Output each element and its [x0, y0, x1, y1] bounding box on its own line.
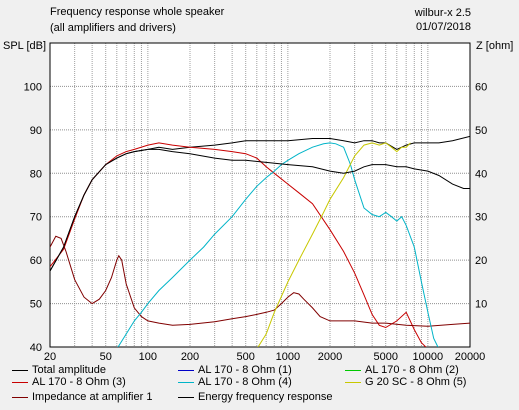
x-tick-label: 200 — [181, 351, 199, 363]
y-tick-label: 70 — [30, 212, 42, 224]
y-tick-label: 60 — [30, 255, 42, 267]
legend-swatch — [345, 382, 361, 383]
x-tick-label: 500 — [237, 351, 255, 363]
x-tick-label: 1000 — [276, 351, 300, 363]
legend-swatch — [178, 382, 194, 383]
x-tick-label: 5000 — [373, 351, 397, 363]
x-tick-label: 100 — [139, 351, 157, 363]
legend-swatch — [12, 370, 28, 371]
legend-label: Impedance at amplifier 1 — [32, 391, 153, 403]
legend-swatch — [178, 370, 194, 371]
x-tick-label: 20000 — [455, 351, 486, 363]
series-line — [257, 142, 411, 347]
chart-date: 01/07/2018 — [415, 21, 471, 33]
y2-tick-label: 10 — [475, 299, 487, 311]
x-tick-label: 20 — [44, 351, 56, 363]
y-tick-label: 40 — [30, 342, 42, 354]
legend-label: G 20 SC - 8 Ohm (5) — [365, 376, 467, 388]
series-line — [50, 235, 470, 327]
y2-tick-label: 50 — [475, 125, 487, 137]
y-tick-label: 100 — [24, 81, 42, 93]
x-tick-label: 2000 — [318, 351, 342, 363]
legend-label: AL 170 - 8 Ohm (3) — [32, 376, 126, 388]
chart-title: Frequency response whole speaker — [50, 6, 225, 18]
y2-tick-label: 30 — [475, 212, 487, 224]
app-version: wilbur-x 2.5 — [414, 7, 471, 19]
y2-tick-label: 40 — [475, 168, 487, 180]
legend-swatch — [12, 382, 28, 383]
series-line — [50, 148, 470, 272]
y-tick-label: 80 — [30, 168, 42, 180]
series-line — [50, 142, 427, 347]
y-tick-label: 90 — [30, 125, 42, 137]
y-tick-label: 50 — [30, 299, 42, 311]
x-tick-label: 10000 — [413, 351, 444, 363]
x-tick-label: 50 — [100, 351, 112, 363]
legend-swatch — [12, 397, 28, 398]
legend-label: AL 170 - 8 Ohm (2) — [365, 364, 459, 376]
legend-swatch — [178, 397, 194, 398]
legend-label: AL 170 - 8 Ohm (4) — [198, 376, 292, 388]
legend-label: Total amplitude — [32, 364, 106, 376]
y2-tick-label: 60 — [475, 81, 487, 93]
legend-swatch — [345, 370, 361, 371]
series-line — [117, 142, 439, 347]
y2-axis-label: Z [ohm] — [476, 40, 514, 52]
y2-tick-label: 20 — [475, 255, 487, 267]
chart-subtitle: (all amplifiers and drivers) — [50, 22, 176, 34]
plot-frame — [49, 42, 471, 348]
y-axis-label: SPL [dB] — [3, 40, 47, 52]
plot-area — [50, 43, 470, 347]
legend-label: Energy frequency response — [198, 391, 333, 403]
legend-label: AL 170 - 8 Ohm (1) — [198, 364, 292, 376]
